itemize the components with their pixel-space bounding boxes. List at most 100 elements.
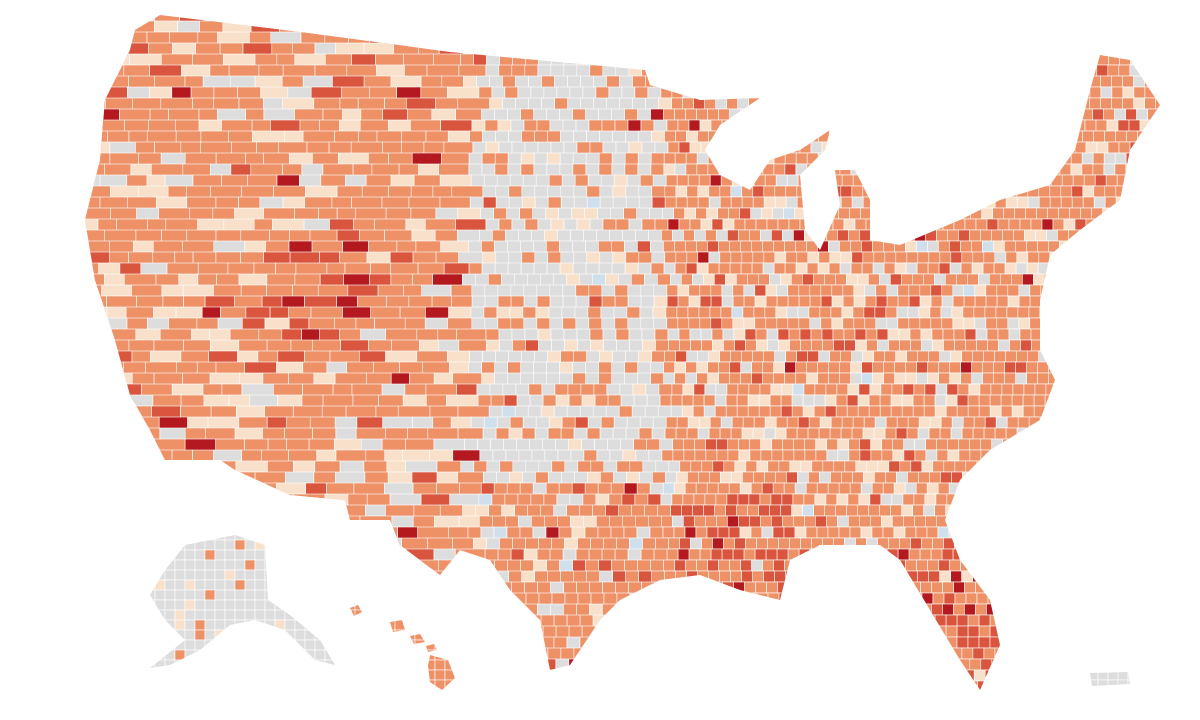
county [160,493,190,515]
county [884,130,896,143]
county [85,658,103,680]
county [85,361,105,383]
county [419,603,442,625]
county [1152,537,1160,550]
county [1151,328,1160,341]
county [774,427,787,440]
county [795,692,806,703]
county [891,86,904,99]
county [689,328,702,341]
county [524,20,539,35]
county [103,383,124,405]
county [782,15,795,22]
county [1088,394,1101,407]
county [482,647,497,662]
county [909,64,922,77]
county [1059,163,1072,176]
county [529,658,544,673]
county [711,141,724,154]
county [858,42,870,55]
county [993,163,1006,176]
county [773,361,786,374]
county [872,559,884,572]
county [797,471,809,484]
county [694,229,706,242]
county [217,493,241,515]
county [1096,328,1109,341]
county [498,603,512,618]
county [1099,636,1112,649]
county [715,86,728,99]
county [1057,438,1069,451]
county [701,592,714,605]
county [554,31,569,46]
county [885,416,898,429]
county [837,658,850,671]
county [1139,119,1152,132]
county [1158,372,1160,385]
county [234,559,246,571]
county [350,548,381,570]
county [970,526,983,539]
county [947,449,960,462]
county [672,438,685,451]
county [742,471,754,484]
county [928,427,941,440]
county [1066,273,1078,286]
county [830,471,842,484]
county [708,647,721,660]
county [1035,658,1048,671]
county [567,31,582,46]
county [658,31,673,46]
county [895,196,908,209]
county [1089,86,1102,99]
county [1031,339,1043,352]
county [674,108,686,121]
county [979,42,991,55]
county [668,53,680,66]
county [811,339,823,352]
county [805,526,818,539]
county [644,614,659,629]
county [876,141,889,154]
county [714,614,727,627]
county [1012,42,1024,55]
county [833,537,845,550]
county [894,163,907,176]
county [967,504,980,517]
county [923,504,936,517]
county [844,592,857,605]
county [734,339,746,352]
county [1138,471,1150,484]
county [573,647,588,662]
county [501,614,516,629]
county [850,163,863,176]
county [1030,64,1043,77]
county [748,515,761,528]
county [787,317,800,330]
county [905,240,917,253]
county [121,658,149,680]
county [975,20,988,33]
county [1048,108,1060,121]
county [1039,416,1052,429]
county [537,20,552,35]
county [206,471,235,493]
county [952,119,965,132]
county [342,669,372,690]
county [1165,681,1176,692]
county [738,449,751,462]
county [908,284,921,297]
county [503,658,518,673]
county [85,405,108,427]
county [894,108,906,121]
county [278,504,301,526]
county [1134,515,1146,528]
county [914,438,927,451]
county [1124,207,1136,220]
county [1140,20,1153,33]
county [826,658,839,671]
county [873,647,886,660]
county [874,306,887,319]
county [152,460,184,482]
